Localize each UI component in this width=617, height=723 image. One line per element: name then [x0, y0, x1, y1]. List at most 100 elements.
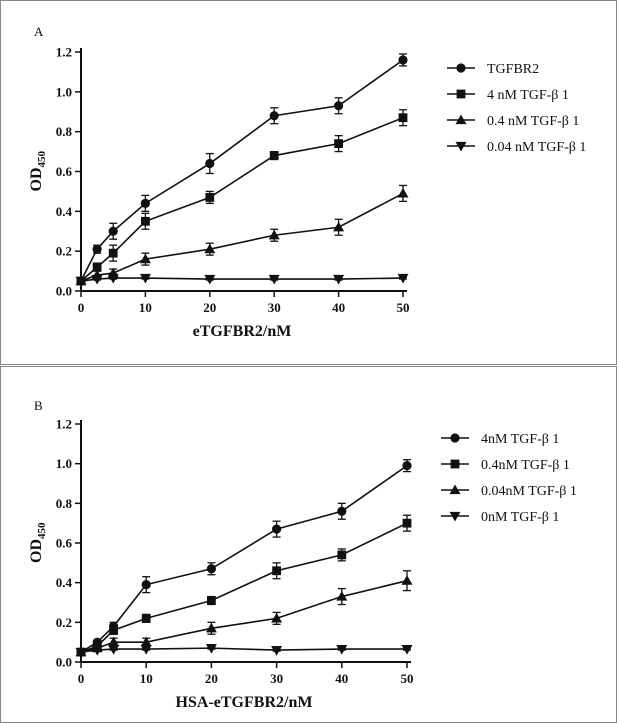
data-point [333, 274, 345, 285]
data-point [269, 151, 279, 160]
x-tick-label: 0 [78, 671, 85, 686]
chart-b-svg: B 0.0 0.2 0.4 0.6 0.8 1.0 1.2 0 10 20 30 40 50 HSA-eTG… [28, 398, 577, 711]
legend-entry-1: TGFBR2 [447, 62, 539, 77]
panel-label: A [34, 24, 44, 39]
data-point [337, 506, 347, 516]
legend-entry-4: 0.04 nM TGF-β 1 [447, 140, 586, 155]
data-point [91, 645, 103, 656]
data-point [75, 647, 87, 658]
chart-a-svg: A 0.0 0.2 0.4 0.6 0.8 1.0 1.2 0 10 20 30 40 50 eTGFBR2… [28, 24, 586, 340]
x-tick-label: 20 [205, 671, 218, 686]
series-line [80, 116, 404, 282]
series-line [80, 277, 404, 282]
data-point [401, 575, 413, 585]
y-tick-label: 0.6 [56, 164, 73, 179]
data-point [141, 216, 150, 226]
y-axis-title-main: OD [28, 168, 45, 192]
y-axis-title: OD450 [28, 522, 48, 563]
data-point [75, 276, 87, 287]
data-point [107, 273, 119, 284]
y-tick-label: 0.6 [56, 536, 73, 551]
data-point [204, 274, 216, 285]
legend-marker [455, 114, 467, 125]
legend-marker [456, 63, 466, 73]
data-point [271, 612, 283, 623]
y-tick-label: 0.8 [56, 496, 73, 511]
data-point [140, 636, 152, 647]
x-axis-title: eTGFBR2/nM [193, 323, 292, 340]
data-point [141, 613, 151, 623]
y-axis-title: OD450 [28, 151, 48, 192]
legend-entry-4: 0nM TGF-β 1 [441, 510, 559, 525]
data-point [205, 622, 217, 633]
legend-marker [450, 433, 460, 443]
data-point [397, 273, 409, 284]
data-point [336, 644, 348, 655]
data-point [204, 243, 216, 254]
data-point [269, 111, 279, 121]
y-tick-label: 0.8 [56, 124, 73, 139]
data-point [205, 643, 217, 654]
data-point [402, 461, 412, 471]
y-axis-title-main: OD [28, 539, 45, 563]
data-point [206, 564, 216, 574]
data-point [141, 580, 151, 590]
legend-marker [450, 459, 460, 469]
legend-entry-3: 0.4 nM TGF-β 1 [447, 114, 579, 129]
data-point [108, 644, 120, 655]
y-tick-label: 0.0 [56, 655, 72, 670]
legend-label: 0.04 nM TGF-β 1 [487, 140, 586, 155]
legend-marker [456, 89, 466, 99]
series-2 [76, 514, 412, 657]
x-tick-label: 30 [268, 300, 281, 315]
legend-marker [449, 511, 461, 522]
x-tick-label: 10 [140, 671, 153, 686]
series-2 [76, 109, 408, 286]
y-tick-label: 1.0 [56, 84, 72, 99]
legend-marker [455, 141, 467, 152]
y-tick-label: 0.2 [56, 244, 72, 259]
y-axis-title-sub: 450 [36, 151, 48, 168]
data-point [334, 101, 344, 111]
series-4 [75, 273, 409, 287]
data-point [139, 273, 151, 284]
y-tick-label: 1.2 [56, 417, 72, 432]
x-axis-title: HSA-eTGFBR2/nM [176, 694, 313, 711]
x-tick-label: 10 [139, 300, 152, 315]
chart-panel-a: A 0.0 0.2 0.4 0.6 0.8 1.0 1.2 0 10 20 30 40 50 eTGFBR2… [0, 0, 617, 365]
data-point [398, 55, 408, 65]
y-axis-title-sub: 450 [36, 522, 48, 539]
x-tick-label: 50 [397, 300, 410, 315]
data-point [92, 262, 102, 272]
data-point [140, 198, 150, 208]
data-point [139, 253, 151, 264]
y-tick-label: 0.4 [56, 575, 73, 590]
data-point [205, 192, 215, 202]
data-point [205, 158, 215, 169]
data-point [271, 645, 283, 656]
legend-entry-2: 4 nM TGF-β 1 [447, 88, 569, 103]
legend-entry-3: 0.04nM TGF-β 1 [441, 484, 577, 499]
panel-label: B [34, 398, 43, 413]
data-point [398, 113, 408, 123]
legend-label: 4nM TGF-β 1 [481, 432, 559, 447]
legend-entry-2: 0.4nM TGF-β 1 [441, 458, 570, 473]
data-point [108, 226, 118, 236]
data-point [333, 221, 345, 232]
chart-panel-b: B 0.0 0.2 0.4 0.6 0.8 1.0 1.2 0 10 20 30 40 50 HSA-eTG… [0, 366, 617, 723]
data-point [334, 139, 343, 149]
legend-label: 0.04nM TGF-β 1 [481, 484, 577, 499]
y-tick-label: 0.2 [56, 615, 72, 630]
x-tick-label: 40 [335, 671, 348, 686]
legend-entry-1: 4nM TGF-β 1 [441, 432, 559, 447]
legend-label: TGFBR2 [487, 62, 539, 77]
series-1 [76, 53, 408, 286]
series-line [80, 59, 404, 282]
y-tick-label: 0.4 [56, 204, 73, 219]
y-tick-label: 1.2 [56, 45, 72, 60]
legend-label: 0nM TGF-β 1 [481, 510, 559, 525]
data-point [401, 644, 413, 655]
legend-label: 0.4 nM TGF-β 1 [487, 114, 579, 129]
series-3 [75, 184, 409, 286]
data-point [402, 518, 412, 528]
